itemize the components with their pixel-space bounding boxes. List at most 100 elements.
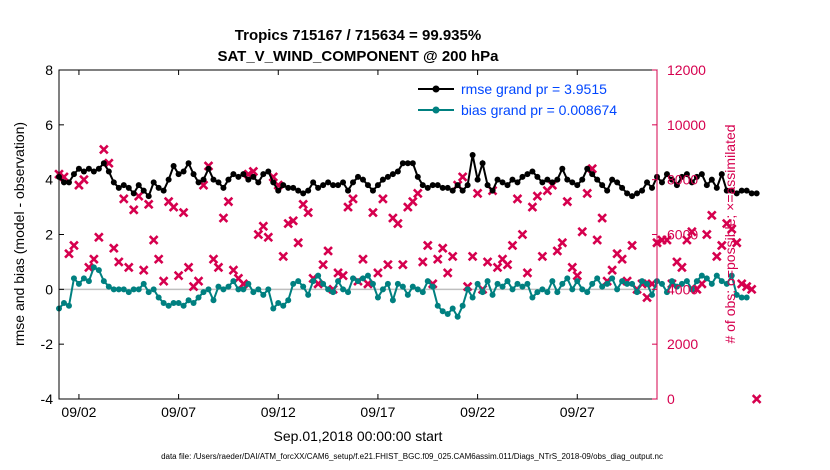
bias-line — [58, 265, 747, 319]
obs-assimilated-marker — [627, 240, 637, 251]
bias-point — [404, 291, 411, 298]
x-tick-label: 09/07 — [161, 404, 196, 420]
rmse-point — [270, 179, 277, 186]
bias-point — [245, 280, 252, 287]
rmse-point — [85, 165, 92, 172]
rmse-point — [175, 171, 182, 178]
rmse-point — [469, 151, 476, 158]
bias-point — [639, 278, 646, 285]
rmse-point — [295, 187, 302, 194]
bias-point — [409, 283, 416, 290]
bias-point — [330, 289, 337, 296]
obs-assimilated-marker — [537, 251, 548, 262]
bias-point — [140, 280, 147, 287]
rmse-point — [683, 171, 690, 178]
bias-point — [678, 280, 685, 287]
obs-assimilated-marker — [258, 221, 269, 232]
x-tick-label: 09/02 — [61, 404, 96, 420]
legend-bias-label: bias grand pr = 0.008674 — [461, 102, 617, 118]
rmse-point — [599, 182, 606, 189]
obs-assimilated-marker — [482, 257, 493, 267]
obs-assimilated-marker — [108, 243, 119, 254]
rmse-point — [250, 173, 257, 180]
bias-point — [713, 272, 720, 279]
rmse-point — [589, 171, 596, 178]
bias-point — [559, 280, 566, 287]
obs-assimilated-marker — [607, 265, 617, 275]
obs-assimilated-marker — [682, 235, 692, 245]
rmse-point — [673, 182, 680, 189]
rmse-point — [449, 187, 456, 194]
bias-point — [728, 272, 735, 279]
rmse-point — [404, 160, 411, 167]
rmse-point — [753, 190, 760, 197]
obs-assimilated-marker — [751, 394, 762, 404]
bias-point — [469, 294, 476, 301]
rmse-point — [434, 182, 441, 189]
rmse-point — [355, 173, 361, 180]
rmse-point — [230, 171, 237, 178]
rmse-point — [225, 176, 232, 183]
obs-assimilated-marker — [662, 235, 672, 245]
rmse-point — [105, 168, 112, 175]
rmse-point — [634, 190, 641, 197]
obs-assimilated-marker — [687, 226, 697, 237]
bias-point — [115, 286, 122, 293]
rmse-point — [325, 179, 332, 186]
rmse-point — [90, 168, 97, 175]
obs-assimilated-marker — [442, 268, 453, 278]
obs-assimilated-marker — [746, 284, 757, 295]
bias-point — [250, 289, 257, 296]
obs-assimilated-marker — [642, 292, 652, 303]
rmse-point — [185, 160, 192, 167]
obs-assimilated-marker — [378, 194, 388, 204]
bias-point — [504, 278, 511, 285]
bias-point — [170, 300, 177, 307]
obs-assimilated-marker — [412, 188, 423, 199]
obs-assimilated-marker — [89, 254, 99, 265]
rmse-point — [95, 165, 102, 172]
rmse-point — [160, 187, 167, 194]
rmse-point — [135, 182, 142, 189]
y-tick-label-left: 6 — [45, 117, 53, 133]
obs-assimilated-marker — [467, 251, 478, 262]
rmse-point — [100, 160, 107, 167]
rmse-point — [693, 173, 700, 180]
y-tick-label-left: -2 — [41, 336, 54, 352]
rmse-point — [649, 184, 656, 191]
bias-point — [394, 280, 401, 287]
rmse-point — [539, 179, 546, 186]
obs-assimilated-marker — [577, 226, 588, 237]
obs-assimilated-marker — [178, 207, 189, 218]
bias-point — [65, 302, 72, 309]
obs-assimilated-marker — [173, 270, 184, 281]
rmse-point — [658, 179, 665, 186]
bias-point — [514, 280, 521, 287]
rmse-point — [245, 176, 252, 183]
rmse-point — [644, 179, 651, 186]
obs-assimilated-marker — [457, 172, 468, 182]
bias-point — [120, 286, 127, 293]
rmse-point — [340, 179, 347, 186]
y-tick-label-right: 10000 — [667, 117, 706, 133]
legend-rmse-marker — [432, 85, 440, 93]
bias-point — [220, 286, 227, 293]
x-tick-label: 09/17 — [360, 404, 395, 420]
rmse-point — [195, 179, 202, 186]
obs-assimilated-marker — [697, 279, 707, 289]
rmse-point — [569, 179, 576, 186]
rmse-point — [494, 176, 501, 183]
rmse-point — [125, 184, 132, 191]
bias-point — [160, 300, 167, 307]
chart-subtitle: SAT_V_WIND_COMPONENT @ 200 hPa — [217, 48, 499, 65]
rmse-point — [723, 187, 730, 194]
bias-point — [649, 291, 656, 298]
axes-ticks: 09/02 09/07 09/12 09/17 09/22 09/27-4-2024680… — [41, 62, 707, 420]
rmse-point — [614, 179, 621, 186]
bias-point — [364, 272, 371, 279]
rmse-point — [738, 187, 745, 194]
y-tick-label-right: 0 — [667, 391, 675, 407]
rmse-point — [639, 187, 646, 194]
obs-assimilated-marker — [522, 268, 533, 278]
obs-assimilated-marker — [393, 218, 403, 229]
